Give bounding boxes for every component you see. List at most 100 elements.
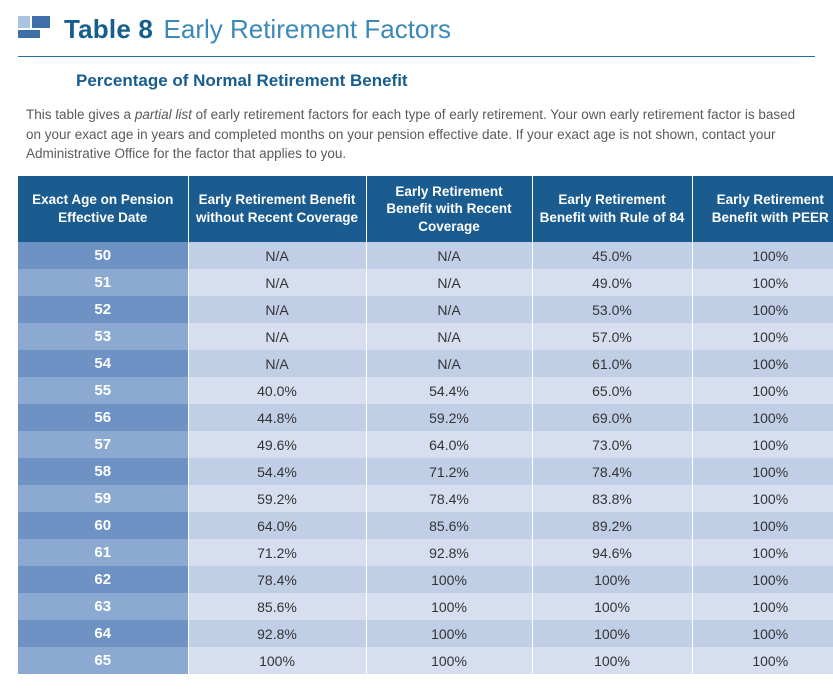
cell-age: 51 bbox=[18, 269, 188, 296]
col-header-peer: Early Retirement Benefit with PEER bbox=[692, 176, 833, 243]
col-header-with-recent: Early Retirement Benefit with Recent Cov… bbox=[366, 176, 532, 243]
cell-peer: 100% bbox=[692, 539, 833, 566]
table-row: 6064.0%85.6%89.2%100% bbox=[18, 512, 833, 539]
cell-rule84: 53.0% bbox=[532, 296, 692, 323]
cell-without: N/A bbox=[188, 350, 366, 377]
cell-age: 65 bbox=[18, 647, 188, 674]
cell-age: 56 bbox=[18, 404, 188, 431]
col-header-without: Early Retirement Benefit without Recent … bbox=[188, 176, 366, 243]
cell-rule84: 94.6% bbox=[532, 539, 692, 566]
cell-without: 78.4% bbox=[188, 566, 366, 593]
cell-peer: 100% bbox=[692, 431, 833, 458]
cell-rule84: 61.0% bbox=[532, 350, 692, 377]
table-row: 52N/AN/A53.0%100% bbox=[18, 296, 833, 323]
cell-age: 50 bbox=[18, 242, 188, 269]
cell-peer: 100% bbox=[692, 404, 833, 431]
cell-with-recent: 71.2% bbox=[366, 458, 532, 485]
cell-peer: 100% bbox=[692, 296, 833, 323]
cell-age: 64 bbox=[18, 620, 188, 647]
cell-age: 58 bbox=[18, 458, 188, 485]
cell-with-recent: 100% bbox=[366, 620, 532, 647]
cell-peer: 100% bbox=[692, 485, 833, 512]
table-row: 65100%100%100%100% bbox=[18, 647, 833, 674]
cell-without: 40.0% bbox=[188, 377, 366, 404]
cell-age: 60 bbox=[18, 512, 188, 539]
cell-peer: 100% bbox=[692, 350, 833, 377]
cell-without: N/A bbox=[188, 323, 366, 350]
cell-with-recent: 92.8% bbox=[366, 539, 532, 566]
table-row: 6171.2%92.8%94.6%100% bbox=[18, 539, 833, 566]
col-header-age: Exact Age on Pension Effective Date bbox=[18, 176, 188, 243]
cell-with-recent: N/A bbox=[366, 350, 532, 377]
table-row: 5854.4%71.2%78.4%100% bbox=[18, 458, 833, 485]
table-row: 54N/AN/A61.0%100% bbox=[18, 350, 833, 377]
table-row: 53N/AN/A57.0%100% bbox=[18, 323, 833, 350]
table-row: 6278.4%100%100%100% bbox=[18, 566, 833, 593]
cell-age: 54 bbox=[18, 350, 188, 377]
col-header-rule84: Early Retirement Benefit with Rule of 84 bbox=[532, 176, 692, 243]
cell-with-recent: 64.0% bbox=[366, 431, 532, 458]
intro-pre: This table gives a bbox=[26, 107, 135, 122]
cell-peer: 100% bbox=[692, 512, 833, 539]
cell-age: 57 bbox=[18, 431, 188, 458]
cell-without: 71.2% bbox=[188, 539, 366, 566]
table-body: 50N/AN/A45.0%100%51N/AN/A49.0%100%52N/AN… bbox=[18, 242, 833, 674]
cell-age: 61 bbox=[18, 539, 188, 566]
cell-with-recent: 100% bbox=[366, 566, 532, 593]
cell-peer: 100% bbox=[692, 458, 833, 485]
cell-without: 59.2% bbox=[188, 485, 366, 512]
table-row: 5749.6%64.0%73.0%100% bbox=[18, 431, 833, 458]
intro-paragraph: This table gives a partial list of early… bbox=[26, 105, 807, 164]
cell-rule84: 49.0% bbox=[532, 269, 692, 296]
cell-rule84: 69.0% bbox=[532, 404, 692, 431]
table-header-row: Exact Age on Pension Effective Date Earl… bbox=[18, 176, 833, 243]
cell-rule84: 100% bbox=[532, 647, 692, 674]
cell-with-recent: 78.4% bbox=[366, 485, 532, 512]
table-row: 51N/AN/A49.0%100% bbox=[18, 269, 833, 296]
page-container: Table 8 Early Retirement Factors Percent… bbox=[0, 0, 833, 692]
cell-with-recent: 54.4% bbox=[366, 377, 532, 404]
cell-rule84: 100% bbox=[532, 620, 692, 647]
cell-with-recent: 100% bbox=[366, 593, 532, 620]
cell-peer: 100% bbox=[692, 647, 833, 674]
cell-peer: 100% bbox=[692, 620, 833, 647]
cell-age: 55 bbox=[18, 377, 188, 404]
cell-without: N/A bbox=[188, 242, 366, 269]
cell-rule84: 57.0% bbox=[532, 323, 692, 350]
cell-peer: 100% bbox=[692, 566, 833, 593]
retirement-factors-table: Exact Age on Pension Effective Date Earl… bbox=[18, 176, 833, 675]
heading-row: Table 8 Early Retirement Factors bbox=[18, 14, 815, 57]
cell-without: 49.6% bbox=[188, 431, 366, 458]
cell-with-recent: 100% bbox=[366, 647, 532, 674]
heading-text: Table 8 Early Retirement Factors bbox=[64, 14, 451, 45]
cell-without: 92.8% bbox=[188, 620, 366, 647]
cell-rule84: 73.0% bbox=[532, 431, 692, 458]
cell-without: 100% bbox=[188, 647, 366, 674]
table-row: 6385.6%100%100%100% bbox=[18, 593, 833, 620]
table-row: 5540.0%54.4%65.0%100% bbox=[18, 377, 833, 404]
cell-peer: 100% bbox=[692, 377, 833, 404]
cell-peer: 100% bbox=[692, 242, 833, 269]
cell-age: 52 bbox=[18, 296, 188, 323]
cell-rule84: 65.0% bbox=[532, 377, 692, 404]
cell-peer: 100% bbox=[692, 323, 833, 350]
table-logo-icon bbox=[18, 16, 52, 50]
cell-age: 63 bbox=[18, 593, 188, 620]
cell-age: 53 bbox=[18, 323, 188, 350]
intro-italic: partial list bbox=[135, 107, 192, 122]
cell-with-recent: N/A bbox=[366, 323, 532, 350]
table-number: Table 8 bbox=[64, 14, 153, 44]
cell-without: N/A bbox=[188, 296, 366, 323]
cell-rule84: 89.2% bbox=[532, 512, 692, 539]
cell-rule84: 83.8% bbox=[532, 485, 692, 512]
table-row: 5644.8%59.2%69.0%100% bbox=[18, 404, 833, 431]
cell-without: 54.4% bbox=[188, 458, 366, 485]
cell-rule84: 78.4% bbox=[532, 458, 692, 485]
cell-rule84: 100% bbox=[532, 593, 692, 620]
table-row: 50N/AN/A45.0%100% bbox=[18, 242, 833, 269]
cell-with-recent: N/A bbox=[366, 242, 532, 269]
cell-age: 62 bbox=[18, 566, 188, 593]
table-title: Early Retirement Factors bbox=[164, 14, 452, 44]
cell-rule84: 45.0% bbox=[532, 242, 692, 269]
table-row: 6492.8%100%100%100% bbox=[18, 620, 833, 647]
